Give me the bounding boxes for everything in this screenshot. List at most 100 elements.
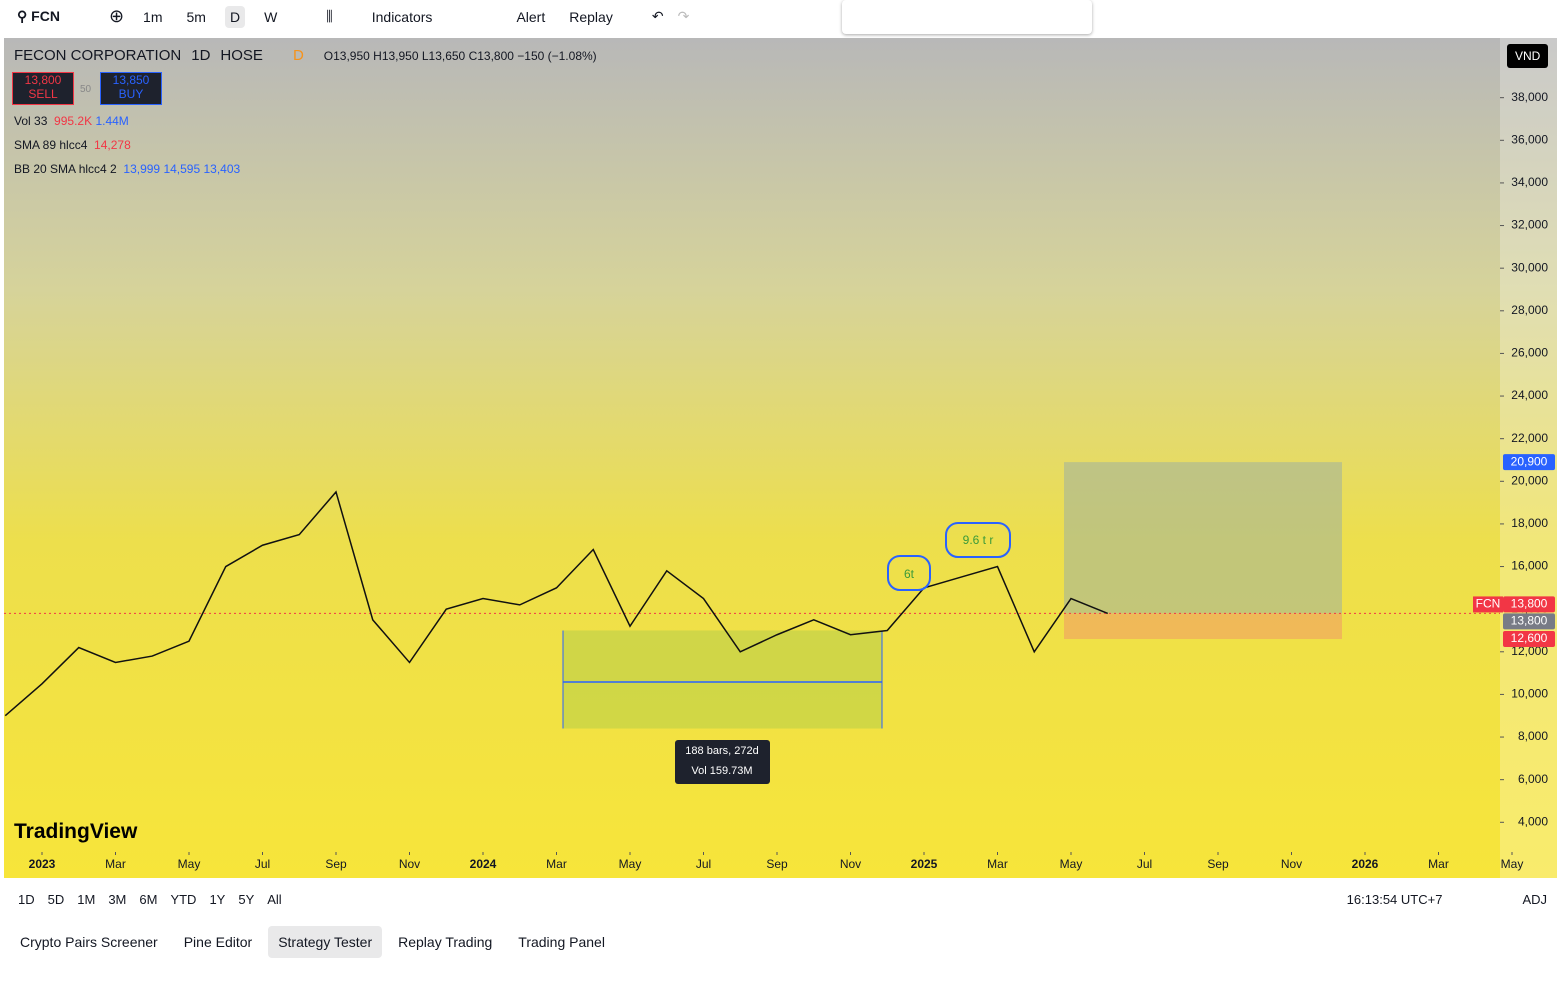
- range-button[interactable]: 5Y: [238, 891, 255, 907]
- indicator-value: 13,403: [203, 162, 241, 176]
- indicator-label: BB 20 SMA hlcc4 2: [14, 162, 117, 176]
- bottom-bar: 1D 5D 1M 3M 6M YTD 1Y 5Y All 16:13:54 UTC+7 ADJ: [0, 880, 1567, 918]
- y-tick-label: 24,000: [1511, 388, 1548, 402]
- x-tick-label: May: [619, 857, 642, 871]
- y-tick-label: 36,000: [1511, 132, 1548, 146]
- y-tick-label: 10,000: [1511, 687, 1548, 701]
- y-tick-label: 4,000: [1518, 814, 1548, 828]
- y-tick-label: 20,000: [1511, 473, 1548, 487]
- callout-text: 6t: [904, 567, 915, 581]
- callout: [945, 522, 1011, 558]
- measure-label-bg: [675, 740, 770, 784]
- add-symbol[interactable]: ⊕: [108, 6, 125, 26]
- x-tick-label: 2024: [470, 857, 497, 871]
- chart-background: [4, 38, 1557, 878]
- range-buttons: 1D 5D 1M 3M 6M YTD 1Y 5Y All: [18, 892, 282, 907]
- indicators-button[interactable]: Indicators: [371, 8, 433, 25]
- range-button[interactable]: 1D: [18, 891, 35, 907]
- position-target: [1064, 462, 1342, 614]
- indicator-value: 14,278: [94, 138, 131, 152]
- measure-volume: Vol 159.73M: [691, 765, 752, 777]
- sell-label[interactable]: SELL: [28, 87, 58, 101]
- y-tick-label: 12,000: [1511, 644, 1548, 658]
- indicator-value: 13,999: [123, 162, 161, 176]
- buy-button[interactable]: 13,850 BUY: [100, 72, 162, 105]
- tab[interactable]: Trading Panel: [518, 934, 605, 950]
- drawing-toolbar[interactable]: [842, 0, 1092, 34]
- x-tick-label: Jul: [255, 857, 270, 871]
- interval[interactable]: W: [264, 8, 278, 25]
- x-tick-label: 2025: [911, 857, 938, 871]
- y-tick-label: 22,000: [1511, 431, 1548, 445]
- interval[interactable]: D: [224, 5, 246, 28]
- x-tick-label: Mar: [105, 857, 126, 871]
- buy-price[interactable]: 13,850: [112, 73, 150, 87]
- interval[interactable]: 1m: [143, 8, 163, 25]
- y-tick-label: 8,000: [1518, 729, 1548, 743]
- range-button[interactable]: 6M: [139, 891, 158, 907]
- indicator-value: 1.44M: [95, 114, 129, 128]
- y-tick-label: 30,000: [1511, 260, 1548, 274]
- symbol-tag: [1473, 596, 1503, 613]
- callout: [887, 555, 931, 591]
- exchange: HOSE: [220, 47, 263, 64]
- range-button[interactable]: 1M: [77, 891, 96, 907]
- y-tick-label: 16,000: [1511, 559, 1548, 573]
- y-tick-label: 18,000: [1511, 516, 1548, 530]
- y-tick-label: 26,000: [1511, 346, 1548, 360]
- range-button[interactable]: YTD: [170, 891, 197, 907]
- x-tick-label: Jul: [696, 857, 711, 871]
- x-tick-label: Sep: [1207, 857, 1229, 871]
- currency-button[interactable]: VND: [1507, 44, 1549, 68]
- indicator-bb: BB 20 SMA hlcc4 2 13,999 14,595 13,403: [14, 162, 240, 176]
- symbol-name: FECON CORPORATION: [14, 47, 182, 64]
- chart-type[interactable]: ⫼: [326, 8, 333, 24]
- price-tag-label: 12,600: [1511, 631, 1548, 645]
- callout-text: 9.6 t r: [963, 533, 994, 547]
- x-tick-label: 2023: [29, 857, 56, 871]
- symbol-search[interactable]: ⚲ FCN: [17, 8, 60, 24]
- x-tick-label: May: [1060, 857, 1083, 871]
- indicator-value: 995.2K: [54, 114, 93, 128]
- tab[interactable]: Crypto Pairs Screener: [20, 934, 158, 950]
- ohlc: O13,950 H13,950 L13,650 C13,800 −150 (−1…: [323, 49, 597, 63]
- range-box: [563, 630, 882, 729]
- range-button[interactable]: 3M: [108, 891, 127, 907]
- replay-button[interactable]: Replay: [569, 8, 613, 25]
- price-line: [4, 490, 1109, 717]
- range-button[interactable]: 5D: [47, 891, 65, 907]
- symbol-tag-label: FCN: [1476, 597, 1501, 611]
- indicator-vol: Vol 33 995.2K 1.44M: [14, 114, 129, 128]
- redo[interactable]: ↷: [677, 8, 690, 24]
- top-toolbar: ⚲ FCN ⊕ 1m 5m D W ⫼ Indicators Alert Rep…: [12, 0, 689, 33]
- interval[interactable]: 5m: [186, 8, 206, 25]
- tab[interactable]: Pine Editor: [183, 934, 253, 950]
- alert-button[interactable]: Alert: [516, 8, 546, 25]
- range-button[interactable]: All: [267, 891, 282, 907]
- indicator-label: Vol 33: [14, 114, 48, 128]
- tab[interactable]: Replay Trading: [398, 934, 493, 950]
- sell-price[interactable]: 13,800: [24, 73, 62, 87]
- range-button[interactable]: 1Y: [209, 891, 226, 907]
- adj-button[interactable]: ADJ: [1522, 891, 1547, 907]
- indicator-sma: SMA 89 hlcc4 14,278: [14, 138, 131, 152]
- clock: 16:13:54 UTC+7: [1346, 891, 1443, 907]
- tab[interactable]: Strategy Tester: [268, 926, 383, 958]
- y-tick-label: 32,000: [1511, 218, 1548, 232]
- x-tick-label: May: [1501, 857, 1524, 871]
- position-stop: [1064, 613, 1342, 640]
- buy-label[interactable]: BUY: [118, 87, 144, 101]
- undo[interactable]: ↶: [651, 8, 664, 24]
- x-tick-label: Sep: [766, 857, 788, 871]
- price-tag: [1503, 613, 1555, 630]
- price-tag-label: 13,800: [1511, 597, 1548, 611]
- price-tag-label: 13,800: [1511, 614, 1548, 628]
- measure-label: 188 bars, 272d: [685, 745, 758, 757]
- sell-button[interactable]: 13,800 SELL: [12, 72, 74, 105]
- legend-title: FECON CORPORATION 1D HOSE D O13,950 H13,…: [14, 47, 597, 65]
- symbol[interactable]: FCN: [31, 8, 60, 24]
- x-tick-label: Jul: [1137, 857, 1152, 871]
- price-tag-label: 20,900: [1511, 454, 1548, 468]
